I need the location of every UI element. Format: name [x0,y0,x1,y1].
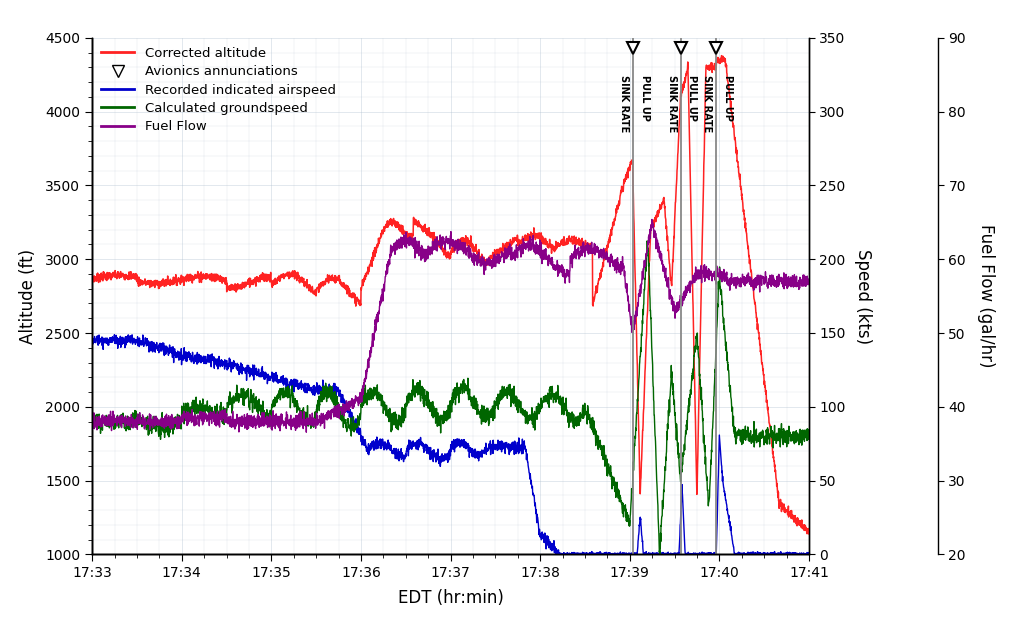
Text: PULL UP: PULL UP [723,75,733,120]
Y-axis label: Speed (kts): Speed (kts) [854,249,872,343]
Text: SINK RATE: SINK RATE [702,75,713,132]
Text: SINK RATE: SINK RATE [667,75,677,132]
Y-axis label: Fuel Flow (gal/hr): Fuel Flow (gal/hr) [977,224,995,368]
Y-axis label: Altitude (ft): Altitude (ft) [18,249,37,343]
Text: PULL UP: PULL UP [640,75,649,120]
Legend: Corrected altitude, Avionics annunciations, Recorded indicated airspeed, Calcula: Corrected altitude, Avionics annunciatio… [96,42,341,139]
Text: SINK RATE: SINK RATE [618,75,629,132]
Text: PULL UP: PULL UP [687,75,697,120]
X-axis label: EDT (hr:min): EDT (hr:min) [397,588,504,607]
